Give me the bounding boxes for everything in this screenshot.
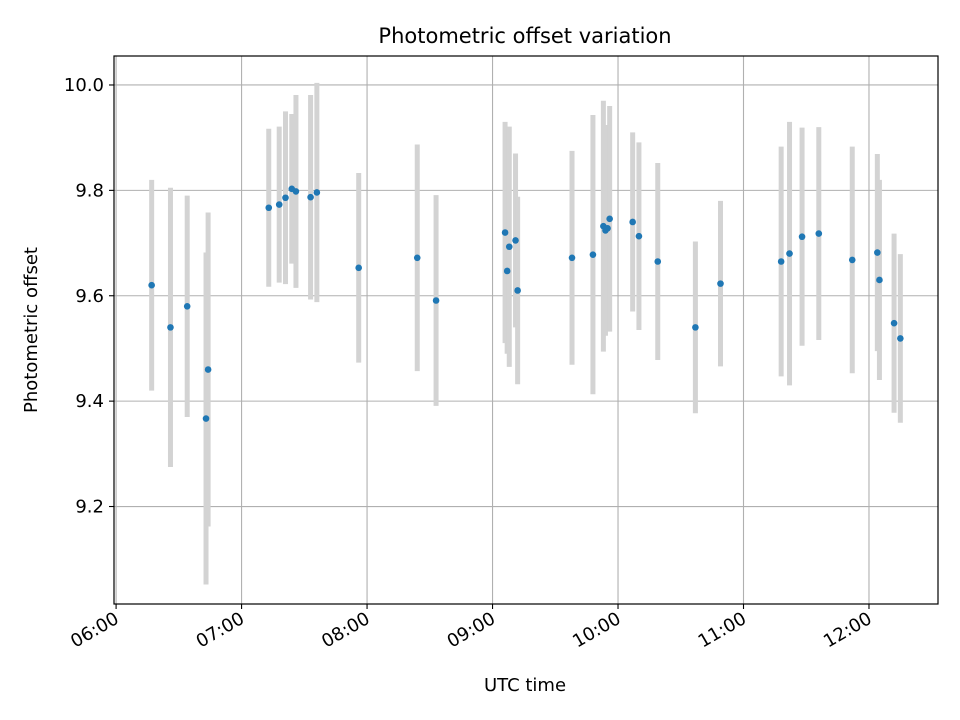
- data-point: [167, 324, 174, 331]
- data-point: [635, 232, 643, 240]
- data-point: [604, 225, 611, 232]
- data-point: [148, 281, 155, 289]
- data-point: [355, 264, 362, 272]
- y-tick-label: 9.8: [75, 180, 104, 201]
- data-point: [204, 366, 212, 373]
- data-point: [815, 230, 823, 237]
- data-point: [798, 233, 806, 241]
- chart-title: Photometric offset variation: [378, 24, 671, 48]
- data-point: [413, 254, 421, 262]
- y-axis: 9.2 9.4 9.6 9.8 10.0: [64, 75, 114, 518]
- data-point: [890, 319, 898, 327]
- data-point: [275, 201, 283, 208]
- data-point: [313, 189, 321, 196]
- y-tick-label: 9.4: [75, 391, 104, 412]
- data-point: [282, 194, 289, 202]
- data-point: [629, 218, 636, 226]
- data-point: [897, 335, 904, 342]
- data-point: [307, 193, 314, 201]
- data-point: [717, 280, 724, 287]
- data-point: [692, 324, 699, 331]
- y-tick-label: 9.6: [75, 286, 104, 307]
- data-point: [786, 250, 793, 257]
- grid-lines: [114, 56, 938, 604]
- plot-frame: [113, 55, 939, 605]
- data-point: [568, 254, 576, 262]
- data-point: [848, 256, 856, 264]
- y-tick-label: 10.0: [64, 75, 104, 96]
- data-point: [654, 258, 662, 265]
- data-point: [292, 188, 300, 195]
- data-point: [501, 229, 509, 236]
- data-points: [148, 185, 904, 422]
- data-point: [514, 287, 521, 294]
- data-point: [432, 297, 440, 304]
- data-point: [606, 215, 613, 223]
- data-point: [202, 415, 210, 422]
- data-point: [876, 276, 883, 284]
- data-point: [512, 237, 519, 244]
- data-point: [777, 258, 785, 265]
- data-point: [589, 251, 597, 258]
- y-axis-label: Photometric offset: [21, 247, 42, 413]
- data-point: [505, 243, 513, 251]
- y-tick-label: 9.2: [75, 497, 104, 518]
- data-point: [183, 302, 191, 310]
- data-point: [503, 267, 511, 275]
- data-point: [874, 249, 881, 256]
- x-axis-label: UTC time: [484, 675, 566, 696]
- data-point: [265, 204, 273, 212]
